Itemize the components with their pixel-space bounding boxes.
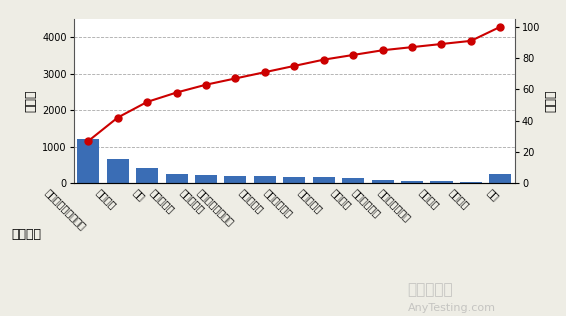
Text: 其他: 其他 xyxy=(485,187,500,203)
Bar xyxy=(254,176,276,183)
Bar xyxy=(77,139,100,183)
Text: 生产管理: 生产管理 xyxy=(329,187,353,211)
Bar xyxy=(431,181,453,183)
Bar xyxy=(225,176,247,183)
Text: 确认与验证: 确认与验证 xyxy=(178,187,206,215)
Y-axis label: 百分比: 百分比 xyxy=(544,90,558,112)
Bar xyxy=(490,174,512,183)
Bar xyxy=(195,175,217,183)
Bar xyxy=(284,177,306,183)
Text: 中药饮片抱怨: 中药饮片抱怨 xyxy=(350,187,383,219)
Text: 计算机化系统抱怨: 计算机化系统抱怨 xyxy=(195,187,235,228)
Bar xyxy=(165,174,188,183)
Text: 机构与人员: 机构与人员 xyxy=(296,187,324,215)
Text: 设备: 设备 xyxy=(132,187,147,203)
Text: 取样抱怨: 取样抱怨 xyxy=(418,187,441,211)
Text: 确认与验证抱怨: 确认与验证抱怨 xyxy=(376,187,412,224)
Bar xyxy=(460,182,482,183)
Text: 文件管理: 文件管理 xyxy=(94,187,118,211)
Text: 质量控制与质量保证: 质量控制与质量保证 xyxy=(44,187,88,232)
Bar xyxy=(401,180,423,183)
Text: AnyTesting.com: AnyTesting.com xyxy=(408,303,495,313)
Text: 无菌药品抱怨: 无菌药品抱怨 xyxy=(262,187,294,219)
Bar xyxy=(136,167,158,183)
Bar xyxy=(313,177,335,183)
Text: 嘉峪检测网: 嘉峪检测网 xyxy=(408,282,453,297)
Text: 厂房与设施: 厂房与设施 xyxy=(237,187,265,215)
Y-axis label: 缺陷数: 缺陷数 xyxy=(25,90,38,112)
Bar xyxy=(106,159,129,183)
Bar xyxy=(342,178,365,183)
Text: 物料与产品: 物料与产品 xyxy=(149,187,177,215)
Bar xyxy=(372,179,394,183)
Text: 缺陷分布: 缺陷分布 xyxy=(11,228,41,240)
Text: 质量管理: 质量管理 xyxy=(447,187,471,211)
